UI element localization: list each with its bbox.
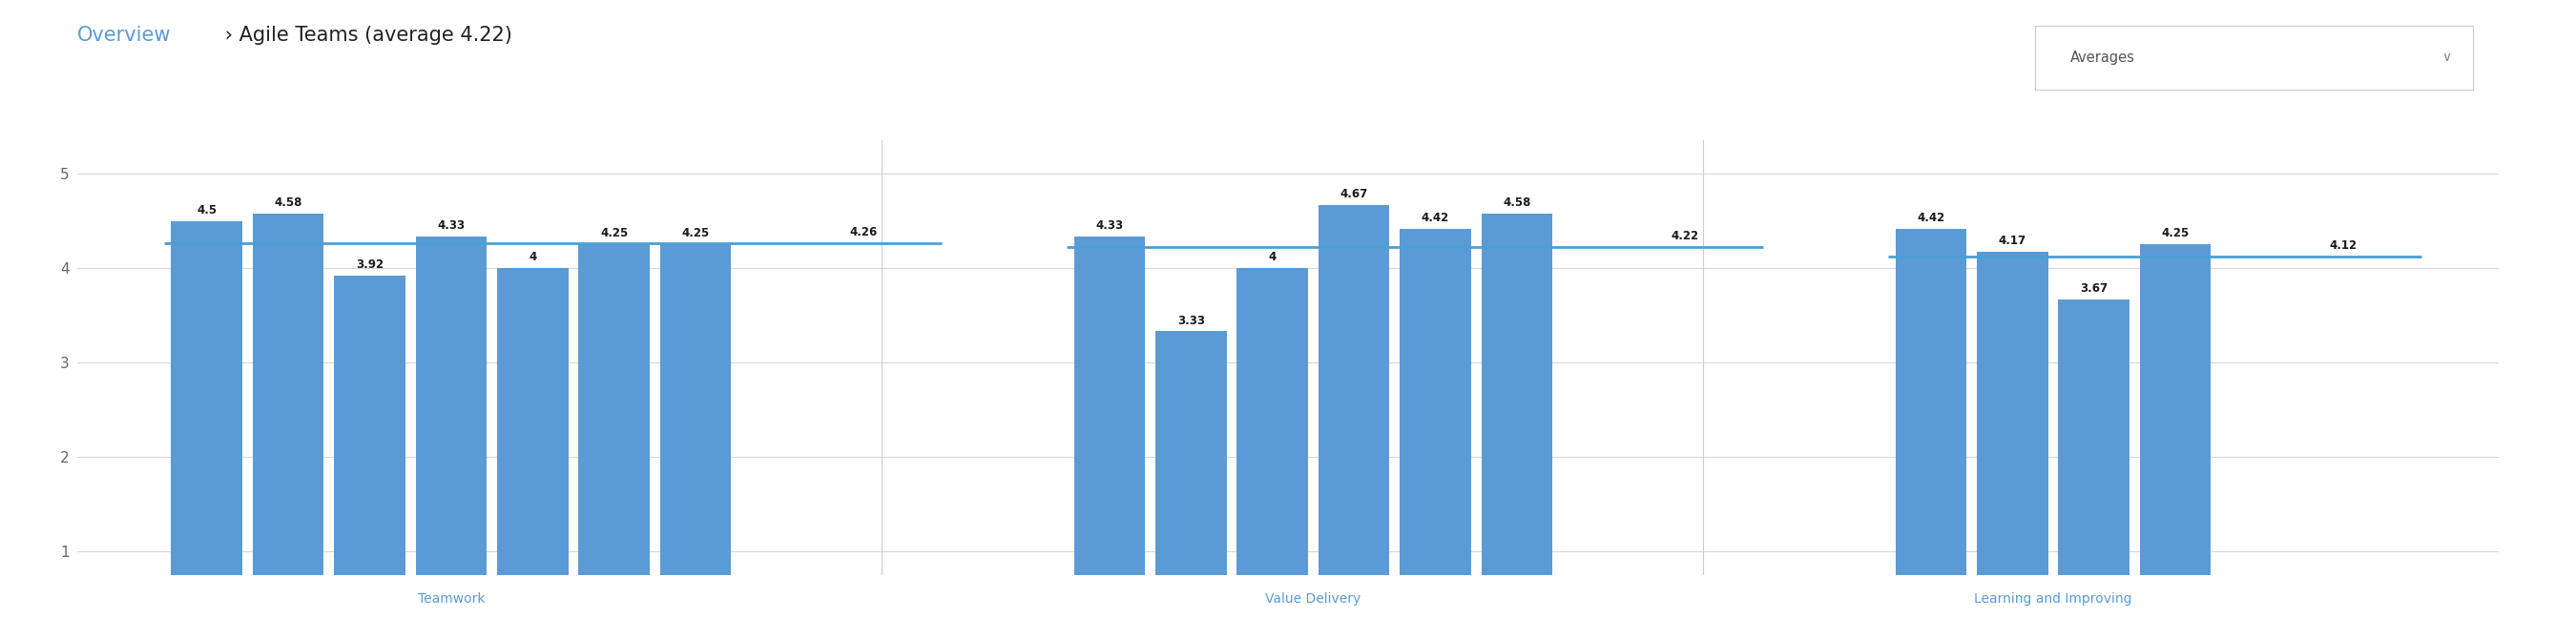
Bar [415, 237, 487, 639]
Text: 4.58: 4.58 [1502, 196, 1530, 208]
Bar [1481, 213, 1553, 639]
Text: ∨: ∨ [2442, 51, 2452, 64]
Text: 4.25: 4.25 [600, 227, 629, 240]
Bar [1976, 252, 2048, 639]
Bar [335, 275, 404, 639]
Bar [580, 245, 649, 639]
Text: 4: 4 [528, 251, 536, 263]
Text: › Agile Teams (average 4.22): › Agile Teams (average 4.22) [219, 26, 513, 45]
Bar [252, 213, 325, 639]
Text: 4.42: 4.42 [1917, 212, 1945, 224]
Text: Learning and Improving: Learning and Improving [1973, 592, 2133, 606]
Bar [1074, 237, 1146, 639]
Text: 4.22: 4.22 [1672, 230, 1700, 243]
Bar [2058, 299, 2130, 639]
Bar [1399, 228, 1471, 639]
Text: 4.42: 4.42 [1422, 212, 1450, 224]
Text: 4.17: 4.17 [1999, 235, 2027, 247]
Bar [1236, 268, 1309, 639]
Text: Overview: Overview [77, 26, 170, 45]
Text: Teamwork: Teamwork [417, 592, 484, 606]
Text: Value Delivery: Value Delivery [1265, 592, 1360, 606]
Text: 4.5: 4.5 [196, 204, 216, 216]
Bar [170, 221, 242, 639]
Bar [497, 268, 569, 639]
Bar [1896, 228, 1965, 639]
Bar [1157, 332, 1226, 639]
Text: 4.25: 4.25 [2161, 227, 2190, 240]
Text: 4.26: 4.26 [850, 226, 878, 239]
Text: 3.92: 3.92 [355, 259, 384, 271]
Text: 4.67: 4.67 [1340, 188, 1368, 200]
Text: 4.33: 4.33 [438, 220, 466, 232]
Bar [659, 245, 732, 639]
Text: 4.25: 4.25 [683, 227, 708, 240]
Text: 4.33: 4.33 [1095, 220, 1123, 232]
Text: 3.67: 3.67 [2079, 282, 2107, 295]
Text: 3.33: 3.33 [1177, 314, 1206, 327]
Bar [2141, 245, 2210, 639]
Bar [1319, 205, 1388, 639]
Text: 4: 4 [1267, 251, 1278, 263]
Text: 4.12: 4.12 [2329, 240, 2357, 252]
Text: 4.58: 4.58 [273, 196, 301, 208]
Text: Averages: Averages [2071, 50, 2136, 65]
